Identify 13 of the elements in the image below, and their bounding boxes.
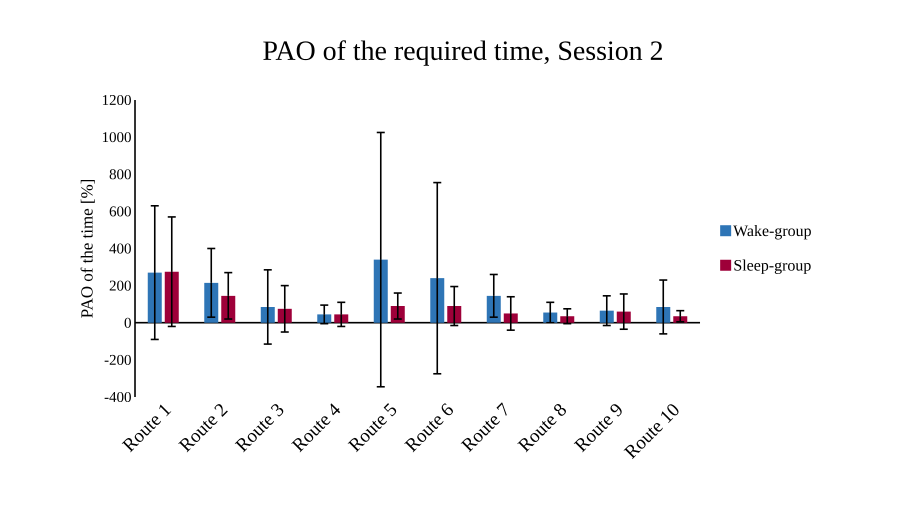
y-tick-label: -200 [104,354,131,365]
y-tick-label: 400 [109,243,131,254]
y-tick-label: 200 [110,280,131,291]
legend-label: Sleep-group [734,259,811,274]
y-axis-title: PAO of the time [%] [80,180,95,318]
y-tick-label: 800 [110,169,131,180]
legend-label: Wake-group [733,224,811,240]
chart-title: PAO of the required time, Session 2 [263,40,662,66]
y-tick-label: 1000 [102,132,131,142]
y-tick-label: 1200 [102,94,131,106]
y-tick-label: 600 [110,206,131,216]
y-tick-label: -400 [104,392,131,402]
y-tick-label: 0 [124,318,131,328]
